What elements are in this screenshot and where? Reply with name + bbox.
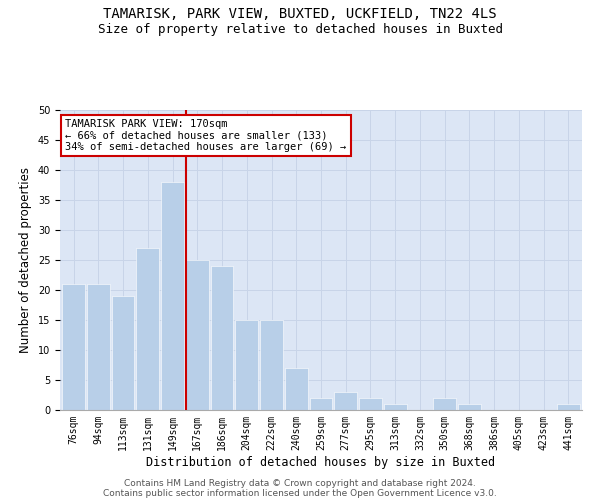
Text: TAMARISK PARK VIEW: 170sqm
← 66% of detached houses are smaller (133)
34% of sem: TAMARISK PARK VIEW: 170sqm ← 66% of deta…	[65, 119, 346, 152]
Bar	[458, 404, 481, 410]
Bar	[211, 266, 233, 410]
Bar	[310, 398, 332, 410]
Bar	[136, 248, 159, 410]
Text: Contains HM Land Registry data © Crown copyright and database right 2024.: Contains HM Land Registry data © Crown c…	[124, 478, 476, 488]
Bar	[186, 260, 209, 410]
Text: Size of property relative to detached houses in Buxted: Size of property relative to detached ho…	[97, 22, 503, 36]
Bar	[285, 368, 308, 410]
Bar	[334, 392, 357, 410]
Bar	[62, 284, 85, 410]
Bar	[384, 404, 407, 410]
Text: TAMARISK, PARK VIEW, BUXTED, UCKFIELD, TN22 4LS: TAMARISK, PARK VIEW, BUXTED, UCKFIELD, T…	[103, 8, 497, 22]
Bar	[557, 404, 580, 410]
Bar	[260, 320, 283, 410]
Bar	[359, 398, 382, 410]
Bar	[433, 398, 456, 410]
Bar	[87, 284, 110, 410]
X-axis label: Distribution of detached houses by size in Buxted: Distribution of detached houses by size …	[146, 456, 496, 468]
Y-axis label: Number of detached properties: Number of detached properties	[19, 167, 32, 353]
Text: Contains public sector information licensed under the Open Government Licence v3: Contains public sector information licen…	[103, 488, 497, 498]
Bar	[235, 320, 258, 410]
Bar	[161, 182, 184, 410]
Bar	[112, 296, 134, 410]
